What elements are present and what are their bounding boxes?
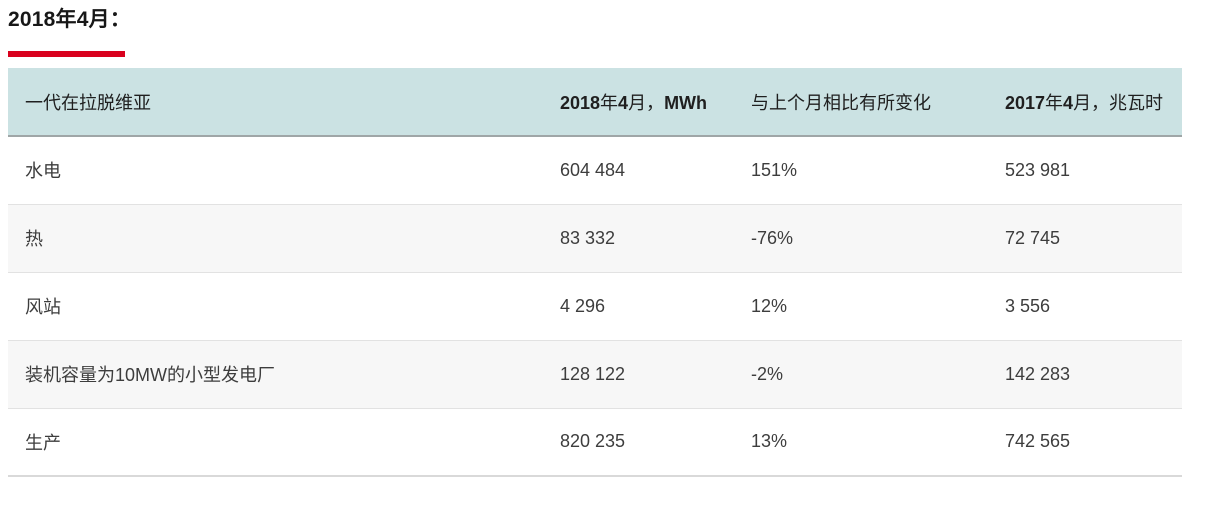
article-section: 2018年4月： 一代在拉脱维亚 2018年4月，MWh 与上个月相比有所变化 201…	[8, 8, 1182, 477]
value-april-2017: 142 283	[1005, 363, 1071, 384]
column-header-april_2017_mwh: 2017年4月，兆瓦时	[989, 68, 1182, 137]
value-change: 151%	[751, 159, 798, 180]
row-label: 装机容量为10MW的小型发电厂	[25, 365, 276, 385]
title-underline	[8, 51, 125, 57]
row-label: 生产	[25, 432, 61, 453]
row-label: 水电	[25, 161, 61, 182]
value-change: 12%	[751, 295, 788, 316]
table-row: 热 83 332 -76% 72 745	[8, 204, 1182, 272]
value-april-2018: 604 484	[560, 159, 626, 180]
row-label: 风站	[25, 297, 61, 317]
value-april-2018: 820 235	[560, 431, 626, 452]
table-row: 水电 604 484 151% 523 981	[8, 136, 1182, 204]
row-label: 热	[25, 229, 43, 249]
value-april-2018: 83 332	[560, 227, 616, 248]
value-april-2017: 523 981	[1005, 159, 1071, 180]
column-header-name: 一代在拉脱维亚	[8, 68, 544, 137]
table-header-row: 一代在拉脱维亚 2018年4月，MWh 与上个月相比有所变化 2017年4月，兆瓦时	[8, 68, 1182, 137]
value-april-2017: 3 556	[1005, 295, 1051, 316]
table-row: 装机容量为10MW的小型发电厂 128 122 -2% 142 283	[8, 340, 1182, 408]
page-title: 2018年4月：	[8, 8, 131, 31]
generation-table: 一代在拉脱维亚 2018年4月，MWh 与上个月相比有所变化 2017年4月，兆瓦时 …	[8, 68, 1182, 477]
column-header-april_2018_mwh: 2018年4月，MWh	[544, 68, 735, 137]
table-row: 生产 820 235 13% 742 565	[8, 408, 1182, 476]
table-body: 水电 604 484 151% 523 981 热 83 332 -76% 72 745 风站 4…	[8, 136, 1182, 476]
value-change: -2%	[751, 363, 784, 384]
value-april-2018: 4 296	[560, 295, 606, 316]
table-row: 风站 4 296 12% 3 556	[8, 272, 1182, 340]
value-april-2018: 128 122	[560, 363, 626, 384]
column-header-change_vs_prev_month: 与上个月相比有所变化	[735, 68, 989, 137]
value-change: 13%	[751, 431, 788, 452]
value-change: -76%	[751, 227, 794, 248]
value-april-2017: 742 565	[1005, 431, 1071, 452]
value-april-2017: 72 745	[1005, 227, 1061, 248]
